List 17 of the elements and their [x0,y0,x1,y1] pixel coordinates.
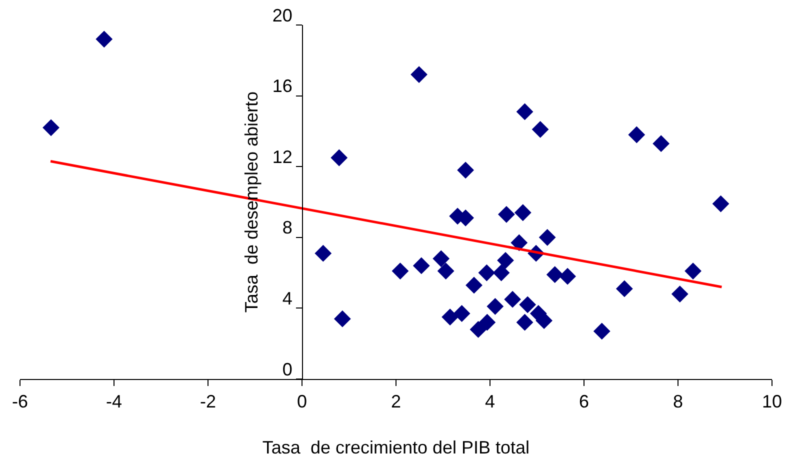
y-tick-label: 8 [282,218,292,238]
x-tick-label: 0 [296,392,308,412]
x-tick-label: -4 [106,392,122,412]
y-tick-label: 16 [272,76,292,96]
x-tick-label: -6 [12,392,28,412]
x-tick-label: -2 [200,392,216,412]
y-tick-label: 12 [272,146,292,167]
x-tick-label: 4 [484,392,496,412]
y-tick-label: 20 [272,5,292,26]
y-axis-title: Tasa de desempleo abierto [242,91,262,313]
x-tick-label: 2 [390,392,402,412]
x-tick-label: 10 [762,392,782,412]
x-axis-title: Tasa de crecimiento del PIB total [262,438,530,458]
x-tick-label: 8 [672,392,684,412]
y-tick-label: 0 [282,359,292,380]
y-tick-label: 4 [282,288,292,308]
x-tick-label: 6 [578,392,590,412]
